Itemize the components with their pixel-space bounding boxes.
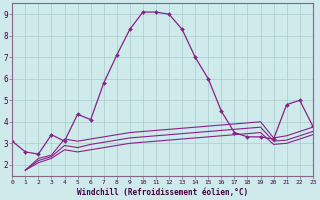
X-axis label: Windchill (Refroidissement éolien,°C): Windchill (Refroidissement éolien,°C) (77, 188, 248, 197)
